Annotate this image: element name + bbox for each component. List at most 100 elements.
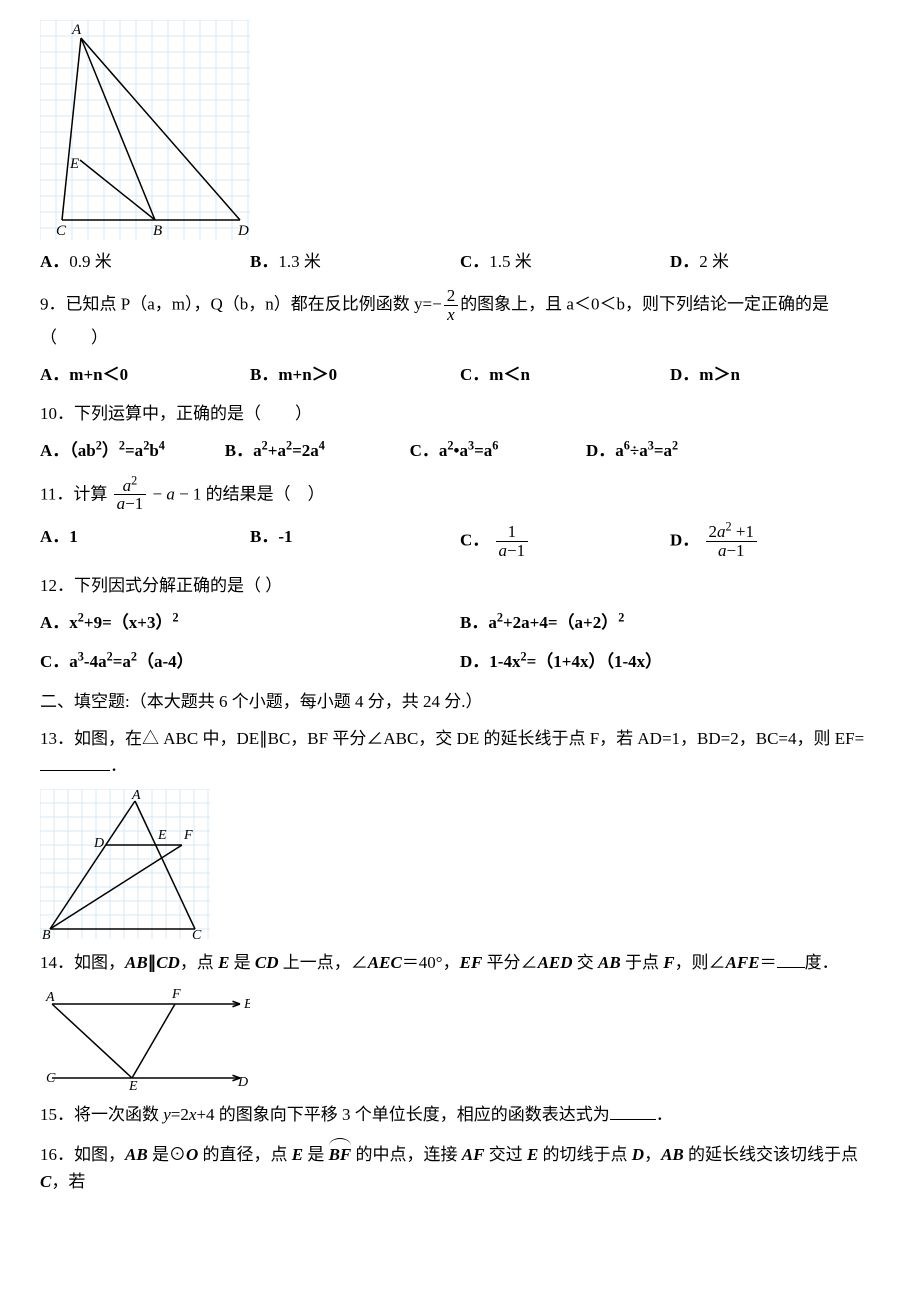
q12-option-b: B．a2+2a+4=（a+2）2	[460, 609, 880, 636]
opt-text: m＞n	[699, 365, 740, 384]
q15-eq: y	[163, 1105, 171, 1124]
q12-options-1: A．x2+9=（x+3）2 B．a2+2a+4=（a+2）2	[40, 609, 880, 636]
q12: 12．下列因式分解正确的是（ ）	[40, 572, 880, 599]
q9-option-a: A．m+n＜0	[40, 361, 250, 388]
q10-options: A．（ab2）2=a2b4 B．a2+a2=2a4 C．a2•a3=a6 D．a…	[40, 437, 880, 464]
t: E	[527, 1145, 538, 1164]
t: C	[40, 1172, 51, 1191]
svg-text:A: A	[131, 789, 141, 803]
svg-text:B: B	[42, 928, 51, 939]
svg-text:F: F	[183, 828, 193, 843]
t: ∥	[148, 953, 157, 972]
q10-text: 下列运算中，正确的是（ ）	[74, 404, 312, 423]
t: ，若	[51, 1172, 85, 1191]
q10-option-c: C．a2•a3=a6	[410, 437, 586, 464]
t: CD	[255, 953, 279, 972]
q9-option-d: D．m＞n	[670, 361, 880, 388]
q15: 15．将一次函数 y=2x+4 的图象向下平移 3 个单位长度，相应的函数表达式…	[40, 1101, 880, 1128]
t: E	[218, 953, 229, 972]
t: ，	[644, 1145, 661, 1164]
arc-bf: BF	[329, 1139, 352, 1168]
t: 的中点，连接	[351, 1145, 462, 1164]
q12-text: 下列因式分解正确的是（ ）	[74, 576, 282, 595]
q11-option-a: A．1	[40, 523, 250, 560]
t: 的切线于点	[538, 1145, 632, 1164]
frac-num: 2a2 +1	[706, 523, 757, 542]
svg-text:A: A	[71, 22, 82, 38]
opt-text: a2+a2=2a4	[253, 441, 325, 460]
q9-prefix: 已知点 P（a，m），Q（b，n）都在反比例函数 y=	[66, 294, 433, 313]
q11d-frac: 2a2 +1 a−1	[706, 523, 757, 560]
t: 交	[573, 953, 599, 972]
svg-text:D: D	[237, 1075, 248, 1090]
q11-suffix: 的结果是（ ）	[206, 484, 325, 503]
t: ＝40°，	[402, 953, 460, 972]
q9-option-b: B．m+n＞0	[250, 361, 460, 388]
q8-figure: A E C B D	[40, 20, 880, 240]
opt-text: m+n＞0	[278, 365, 337, 384]
opt-text: a2+2a+4=（a+2）2	[488, 613, 624, 632]
q12-option-c: C．a3-4a2=a2（a-4）	[40, 648, 460, 675]
opt-text: m＜n	[489, 365, 530, 384]
opt-text: （ab2）2=a2b4	[69, 441, 165, 460]
q15-prefix: 将一次函数	[74, 1105, 163, 1124]
t: AB	[598, 953, 621, 972]
t: AED	[538, 953, 573, 972]
t: D	[632, 1145, 644, 1164]
q14-figure: ABCDEF	[40, 986, 880, 1091]
t: 是⊙	[148, 1145, 186, 1164]
q12-options-2: C．a3-4a2=a2（a-4） D．1-4x2=（1+4x）（1-4x）	[40, 648, 880, 675]
t: ＝	[760, 953, 777, 972]
q8-option-c: C．1.5 米	[460, 248, 670, 275]
q11-prefix: 计算	[73, 484, 107, 503]
opt-text: m+n＜0	[69, 365, 128, 384]
opt-text: 1.3 米	[278, 252, 321, 271]
t: 如图，	[74, 1145, 125, 1164]
q13-figure: ABCDEF	[40, 789, 880, 939]
svg-text:C: C	[56, 223, 67, 239]
svg-text:D: D	[237, 223, 249, 239]
t: CD	[156, 953, 180, 972]
q11-options: A．1 B．-1 C． 1 a−1 D． 2a2 +1 a−1	[40, 523, 880, 560]
svg-text:B: B	[153, 223, 162, 239]
frac-num: 2	[444, 287, 459, 306]
svg-text:E: E	[69, 156, 79, 172]
t: 是	[303, 1145, 329, 1164]
frac-den: a−1	[114, 495, 147, 513]
opt-text: 0.9 米	[69, 252, 112, 271]
q11-option-b: B．-1	[250, 523, 460, 560]
q9-fraction: 2x	[444, 287, 459, 324]
t: AB	[661, 1145, 684, 1164]
t: AEC	[368, 953, 402, 972]
svg-text:D: D	[93, 836, 104, 851]
t: 度．	[805, 953, 839, 972]
section-2-title: 二、填空题:（本大题共 6 个小题，每小题 4 分，共 24 分.）	[40, 688, 880, 715]
q14: 14．如图，AB∥CD，点 E 是 CD 上一点，∠AEC＝40°，EF 平分∠…	[40, 949, 880, 976]
opt-text: a6÷a3=a2	[615, 441, 678, 460]
q12-option-d: D．1-4x2=（1+4x）（1-4x）	[460, 648, 880, 675]
q15-end: ．	[656, 1105, 673, 1124]
t: F	[663, 953, 674, 972]
q14-blank	[777, 952, 805, 968]
t: AFE	[726, 953, 760, 972]
frac-den: x	[444, 306, 459, 324]
triangle-diagram-q13: ABCDEF	[40, 789, 210, 939]
q11-option-d: D． 2a2 +1 a−1	[670, 523, 880, 560]
frac-den: a−1	[496, 542, 529, 560]
q16: 16．如图，AB 是⊙O 的直径，点 E 是 BF 的中点，连接 AF 交过 E…	[40, 1139, 880, 1195]
frac-num: 1	[496, 523, 529, 542]
q11: 11．计算 a2 a−1 − a − 1 的结果是（ ）	[40, 477, 880, 514]
t: 是	[229, 953, 255, 972]
t: EF	[460, 953, 483, 972]
q15-suffix: 的图象向下平移 3 个单位长度，相应的函数表达式为	[215, 1105, 610, 1124]
opt-text: -1	[278, 527, 292, 546]
q11c-frac: 1 a−1	[496, 523, 529, 560]
svg-text:A: A	[45, 990, 55, 1005]
t: E	[292, 1145, 303, 1164]
t: 的延长线交该切线于点	[684, 1145, 858, 1164]
t: 交过	[484, 1145, 527, 1164]
q12-option-a: A．x2+9=（x+3）2	[40, 609, 460, 636]
q8-option-a: A．0.9 米	[40, 248, 250, 275]
q10: 10．下列运算中，正确的是（ ）	[40, 400, 880, 427]
q13-text: 如图，在△ ABC 中，DE∥BC，BF 平分∠ABC，交 DE 的延长线于点 …	[74, 729, 864, 748]
